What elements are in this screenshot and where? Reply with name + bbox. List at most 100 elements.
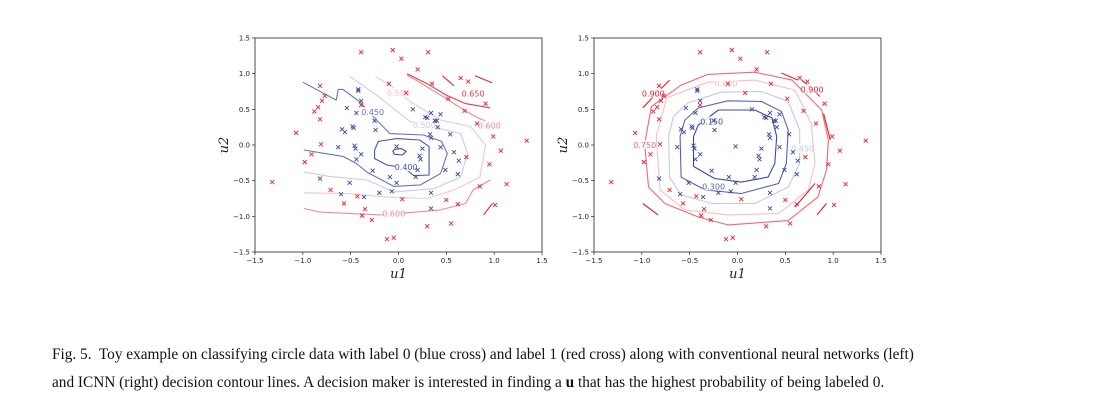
x-tick-label: 1.5 [536, 257, 547, 265]
blue-cross-point [358, 98, 364, 104]
contour-label: 0.500 [413, 121, 436, 130]
blue-cross-point [759, 146, 764, 151]
contour-line [302, 81, 448, 187]
blue-cross-point [428, 190, 434, 196]
red-cross-point [822, 101, 827, 106]
contour-label: 0.600 [478, 122, 501, 131]
x-tick-label: 1.0 [828, 257, 839, 265]
contour-label: 0.600 [715, 80, 738, 89]
contour-line [823, 113, 831, 141]
red-cross-point [400, 196, 405, 202]
blue-cross-point [352, 143, 357, 149]
x-tick-label: 1.0 [489, 257, 500, 265]
red-cross-point [701, 206, 707, 212]
red-cross-point [415, 67, 420, 72]
blue-cross-point [455, 171, 461, 177]
blue-cross-point [728, 189, 734, 194]
figure-caption: Fig. 5. Toy example on classifying circl… [52, 341, 1062, 397]
red-cross-point [694, 194, 699, 199]
blue-cross-point [777, 112, 782, 117]
red-cross-point [641, 159, 647, 165]
caption-text-1: Toy example on classifying circle data w… [98, 346, 914, 363]
red-cross-point [487, 161, 492, 167]
red-cross-point [498, 148, 504, 154]
contour-line [303, 179, 491, 216]
y-tick-label: 0.5 [578, 106, 589, 114]
blue-cross-point [338, 191, 344, 197]
red-cross-point [797, 75, 803, 81]
contour-label: 0.650 [462, 90, 485, 99]
blue-cross-point [700, 194, 706, 200]
blue-cross-point [387, 174, 393, 180]
red-cross-point [698, 213, 704, 218]
contour-label-bg [382, 208, 405, 218]
red-cross-point [831, 202, 837, 208]
figure-number: Fig. 5. [52, 346, 92, 363]
red-cross-point [425, 49, 431, 55]
red-cross-point [317, 83, 323, 89]
red-cross-point [403, 90, 409, 96]
red-cross-point [632, 130, 638, 136]
red-cross-point [355, 194, 360, 199]
y-axis-label: u2 [217, 137, 232, 154]
blue-cross-point [677, 191, 683, 197]
blue-cross-point [786, 131, 792, 137]
blue-cross-point [451, 149, 457, 155]
x-tick-label: −1.0 [294, 257, 311, 265]
x-tick-label: −1.0 [633, 257, 650, 265]
red-cross-point [302, 159, 308, 165]
y-tick-label: 0.0 [239, 142, 250, 150]
contour-label: 0.900 [801, 85, 824, 94]
blue-cross-point [353, 146, 358, 151]
contour-label-bg [715, 78, 738, 88]
x-tick-label: −0.5 [681, 257, 698, 265]
blue-cross-point [766, 131, 772, 137]
blue-cross-point [373, 127, 378, 133]
blue-cross-point [432, 118, 438, 124]
blue-cross-point [370, 168, 375, 173]
blue-cross-point [389, 189, 395, 194]
red-cross-point [358, 102, 364, 108]
blue-cross-point [420, 146, 425, 151]
blue-cross-point [351, 125, 356, 131]
red-cross-point [269, 179, 275, 185]
caption-text-2b: that has the highest probability of bein… [574, 374, 885, 391]
blue-cross-point [692, 146, 697, 151]
blue-cross-point [774, 124, 780, 130]
blue-cross-point [342, 129, 348, 135]
red-cross-point [654, 104, 660, 110]
red-cross-point [783, 197, 788, 203]
blue-cross-point [716, 190, 721, 196]
red-cross-point [730, 235, 736, 241]
contour-label-bg [791, 143, 814, 153]
blue-cross-point [428, 110, 434, 116]
x-tick-label: 0.5 [441, 257, 452, 265]
blue-cross-point [763, 115, 769, 121]
x-tick-label: 1.5 [875, 257, 886, 265]
red-cross-point [504, 181, 509, 187]
blue-cross-point [413, 174, 419, 180]
contour-label-bg [801, 84, 824, 94]
contour-label: 0.300 [702, 182, 725, 191]
blue-cross-point [354, 110, 359, 116]
blue-cross-point [726, 174, 732, 180]
blue-cross-point [712, 127, 717, 133]
red-cross-point [754, 67, 759, 72]
x-tick-label: −1.5 [247, 257, 264, 265]
blue-cross-point [335, 144, 341, 150]
blue-cross-point [771, 118, 777, 124]
contour-line [392, 148, 407, 156]
red-cross-point [667, 187, 672, 193]
contour-line [692, 109, 778, 183]
red-cross-point [863, 138, 869, 144]
blue-cross-point [317, 176, 323, 181]
red-cross-point [658, 98, 664, 104]
red-cross-point [358, 49, 364, 55]
red-cross-point [317, 117, 323, 122]
contour-label: 0.450 [791, 145, 814, 154]
red-cross-point [656, 83, 662, 89]
contour-label: 0.600 [382, 209, 405, 218]
red-cross-point [826, 161, 831, 167]
contour-line [642, 203, 659, 216]
